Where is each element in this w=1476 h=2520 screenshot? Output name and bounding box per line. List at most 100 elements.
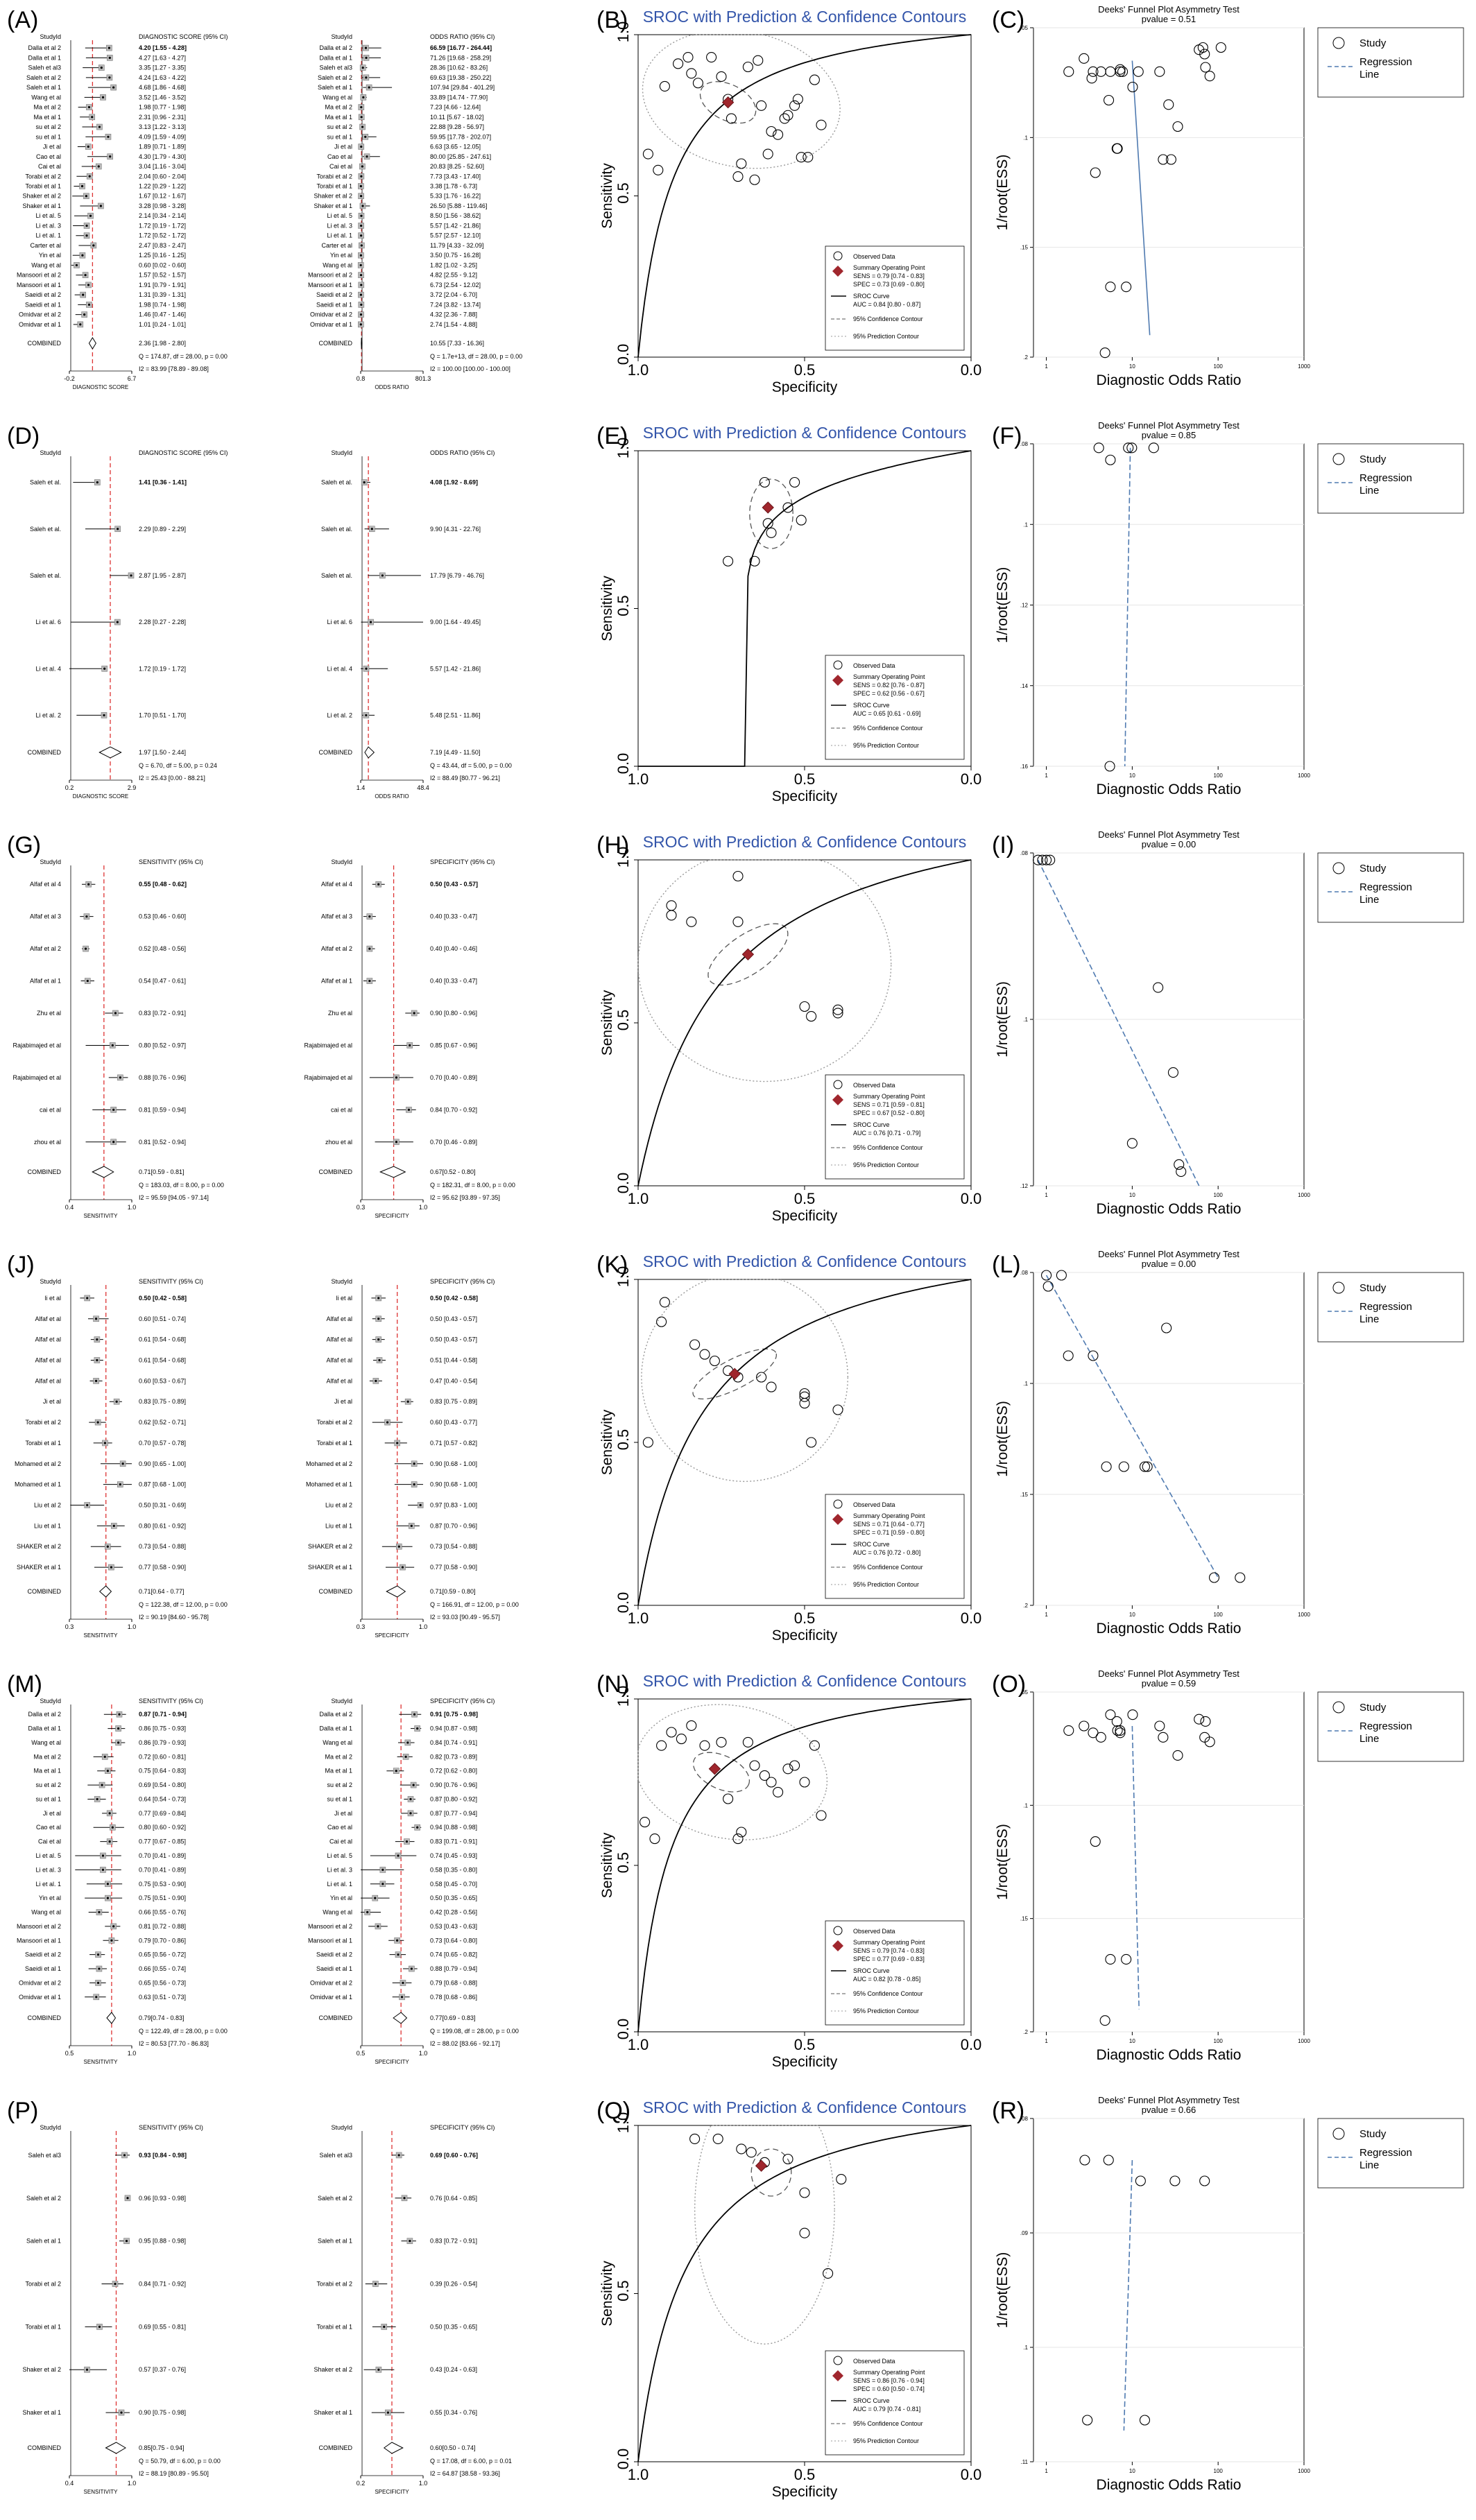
x-tick-label: 1.0 [628, 2036, 649, 2053]
panel-label: (H) [597, 832, 629, 858]
point-estimate [409, 2240, 411, 2243]
legend-sroc: SROC Curve [853, 1121, 890, 1128]
sroc-title: SROC with Prediction & Confidence Contou… [643, 8, 967, 26]
y-tick-label: 0.5 [615, 1010, 632, 1031]
legend-summary-marker [832, 1940, 843, 1951]
x-tick-label: 1000 [1298, 2468, 1310, 2474]
point-estimate [83, 313, 86, 316]
study-label: Rajabimajed et al [12, 1074, 61, 1081]
point-estimate [86, 979, 89, 983]
study-stat: 2.47 [0.83 - 2.47] [139, 242, 186, 249]
study-stat: 26.50 [5.88 - 119.46] [430, 202, 487, 209]
funnel-panel-l: (L) Deeks' Funnel Plot Asymmetry Test pval… [992, 1245, 1470, 1661]
study-label: Dalla et al 1 [28, 54, 61, 61]
panel-label: (D) [7, 423, 40, 449]
study-point [1154, 1720, 1165, 1732]
study-label: Saleh et al 1 [26, 84, 61, 91]
study-label: Torabi et al 2 [316, 2281, 352, 2288]
study-stat: 0.73 [0.64 - 0.80] [430, 1937, 477, 1944]
legend-regression-line2: Line [1359, 1313, 1379, 1325]
point-estimate [112, 1108, 115, 1111]
study-label: Omidvar et al 1 [19, 321, 61, 328]
study-stat: 10.11 [5.67 - 18.02] [430, 114, 483, 121]
y-tick-label: 0.0 [615, 1592, 632, 1614]
study-point [1090, 1836, 1101, 1847]
combined-stat: 10.55 [7.33 - 16.36] [430, 340, 484, 347]
right-axis-title: SPECIFICITY [375, 2059, 409, 2065]
study-label: Dalla et al 2 [28, 44, 61, 51]
panel-label: (F) [992, 423, 1022, 449]
observed-data-point [762, 148, 773, 159]
point-estimate [360, 244, 363, 247]
heterogeneity-i2: I2 = 100.00 [100.00 - 100.00] [430, 365, 510, 372]
study-stat: 0.83 [0.75 - 0.89] [430, 1398, 477, 1405]
legend-sroc: SROC Curve [853, 1541, 890, 1548]
study-label: Cai et al [329, 163, 352, 170]
point-estimate [99, 205, 102, 207]
study-stat: 0.84 [0.70 - 0.92] [430, 1106, 477, 1113]
left-axis-title: SENSITIVITY [84, 1632, 119, 1639]
point-estimate [125, 2240, 128, 2243]
study-label: SHAKER et al 2 [308, 1543, 352, 1550]
x-tick-label: 1000 [1298, 2038, 1310, 2044]
legend-study-marker [1332, 1701, 1345, 1714]
point-estimate [419, 1503, 422, 1507]
combined-stat: 2.36 [1.98 - 2.80] [139, 340, 186, 347]
study-label: su et al 2 [35, 1781, 61, 1788]
legend-box [825, 2350, 965, 2456]
point-estimate [396, 1442, 399, 1444]
point-estimate [106, 1897, 109, 1899]
study-stat: 0.40 [0.33 - 0.47] [430, 978, 477, 985]
study-stat: 0.97 [0.83 - 1.00] [430, 1502, 477, 1509]
left-header-id: StudyId [40, 2124, 61, 2131]
observed-data-point [756, 1372, 767, 1383]
legend-study-marker [1332, 862, 1345, 874]
y-tick-label: .12 [1020, 603, 1029, 609]
observed-data-point [676, 1734, 687, 1745]
study-stat: 1.72 [0.19 - 1.72] [139, 665, 186, 672]
study-label: Mansoori et al 2 [17, 272, 61, 279]
study-stat: 7.23 [4.66 - 12.64] [430, 104, 481, 111]
study-stat: 0.84 [0.71 - 0.92] [139, 2281, 186, 2288]
observed-data-point [666, 1727, 677, 1738]
right-header-stat: SPECIFICITY (95% CI) [430, 1698, 495, 1705]
study-point [1105, 282, 1116, 293]
point-estimate [110, 1939, 113, 1942]
study-point [1161, 1322, 1172, 1334]
point-estimate [101, 96, 105, 98]
study-stat: 0.72 [0.62 - 0.80] [430, 1768, 477, 1775]
left-axis-title: DIAGNOSTIC SCORE [73, 384, 128, 390]
y-axis-title: Sensitivity [599, 163, 615, 229]
left-header-stat: SENSITIVITY (95% CI) [139, 1278, 203, 1285]
legend-box [825, 655, 965, 760]
x-tick-label: 0.0 [961, 361, 982, 379]
point-estimate [106, 1545, 109, 1548]
study-point [1095, 1732, 1106, 1743]
legend-observed-marker [833, 1080, 843, 1089]
y-axis-title: 1/root(ESS) [995, 1824, 1011, 1900]
study-stat: 0.61 [0.54 - 0.68] [139, 1357, 186, 1364]
study-label: Dalla et al 1 [319, 1725, 352, 1732]
study-stat: 9.90 [4.31 - 22.76] [430, 526, 481, 533]
confidence-contour [692, 1752, 750, 1793]
row-2: (D) StudyId DIAGNOSTIC SCORE (95% CI) Saleh… [0, 416, 1476, 822]
study-stat: 4.20 [1.55 - 4.28] [139, 44, 187, 51]
study-label: Alfaf et al [35, 1336, 61, 1343]
study-stat: 0.87 [0.80 - 0.92] [430, 1795, 477, 1802]
observed-data-point [736, 2143, 747, 2155]
observed-data-point [816, 119, 827, 130]
point-estimate [406, 1400, 409, 1403]
study-label: cai et al [331, 1106, 352, 1113]
observed-data-point [759, 476, 770, 488]
study-point [1033, 854, 1044, 865]
heterogeneity-i2: I2 = 83.99 [78.89 - 89.08] [139, 365, 209, 372]
study-label: cai et al [40, 1106, 61, 1113]
study-point [1169, 2175, 1181, 2186]
observed-data-point [799, 1777, 810, 1788]
prediction-contour [694, 2125, 835, 2345]
point-estimate [377, 1338, 380, 1341]
study-label: Ji et al [334, 144, 352, 150]
study-stat: 1.25 [0.16 - 1.25] [139, 252, 186, 259]
study-stat: 0.73 [0.54 - 0.88] [139, 1543, 186, 1550]
funnel-title: Deeks' Funnel Plot Asymmetry Test [1098, 4, 1239, 15]
